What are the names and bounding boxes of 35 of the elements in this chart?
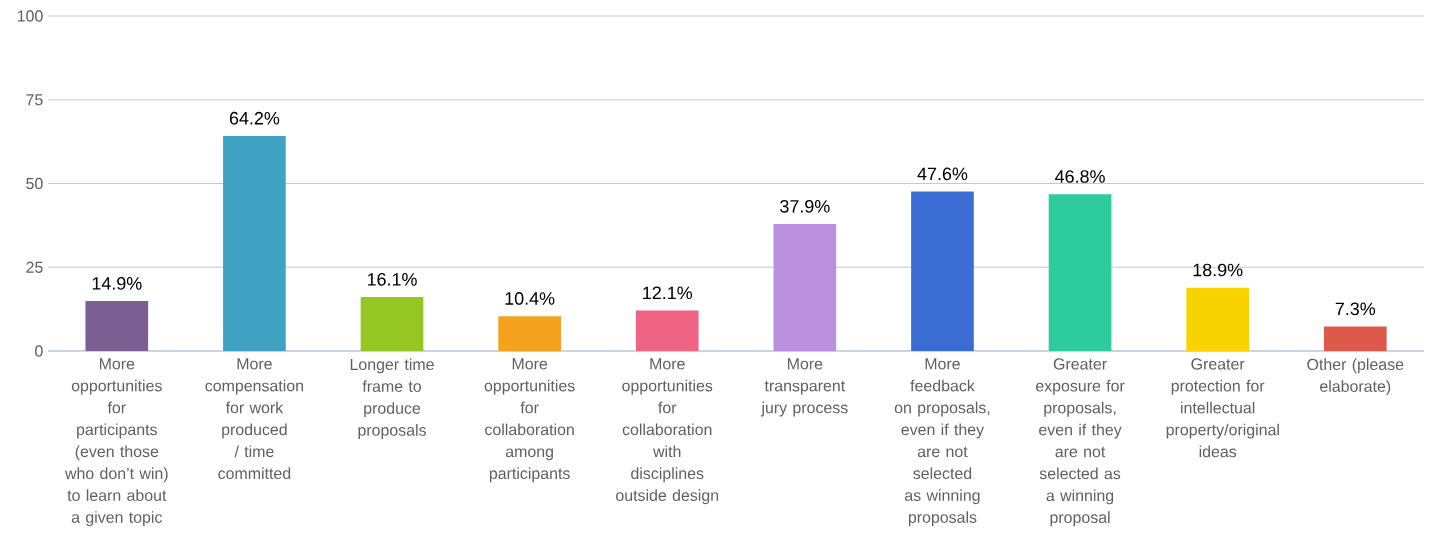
data-label: 12.1% xyxy=(643,286,693,300)
bar xyxy=(223,135,286,351)
y-tick-label: 75 xyxy=(26,94,43,106)
bar xyxy=(773,224,837,351)
y-tick-label: 100 xyxy=(17,10,43,22)
bar xyxy=(1323,326,1387,351)
y-tick-label: 25 xyxy=(26,261,43,273)
x-tick-label: Longer time frame to produce proposals xyxy=(350,358,434,439)
data-label: 14.9% xyxy=(92,277,142,290)
y-tick-label: 50 xyxy=(26,177,43,190)
bar xyxy=(498,316,561,351)
data-label: 18.9% xyxy=(1193,263,1243,277)
data-label: 46.8% xyxy=(1055,170,1105,183)
bar xyxy=(1186,287,1250,351)
x-tick-label: Greater exposure for proposals, even if they are not selected as a winning proposal xyxy=(1035,358,1125,527)
data-label: 47.6% xyxy=(917,167,968,181)
data-label: 10.4% xyxy=(505,292,555,305)
bar xyxy=(911,191,974,351)
x-tick-label: More transparent jury process xyxy=(761,358,848,417)
x-tick-label: More opportunities for collaboration with disciplines outside design xyxy=(616,358,719,505)
x-tick-label: More opportunities for collaboration among participants xyxy=(484,358,575,483)
data-label: 16.1% xyxy=(367,273,417,286)
y-tick-label: 0 xyxy=(35,345,43,357)
x-tick-label: Other (please elaborate) xyxy=(1307,358,1404,396)
bar xyxy=(635,310,699,351)
data-label: 64.2% xyxy=(229,111,280,125)
bar xyxy=(360,297,424,351)
x-tick-label: More compensation for work produced / time committed xyxy=(205,358,303,480)
x-tick-label: More feedback on proposals, even if they are not selected as winning proposals xyxy=(894,358,990,527)
x-tick-label: More opportunities for participants (even those who don’t win) to learn about a given topic xyxy=(64,358,168,527)
data-label: 37.9% xyxy=(780,199,830,213)
x-tick-label: Greater protection for intellectual property/original ideas xyxy=(1166,358,1279,458)
data-label: 7.3% xyxy=(1335,302,1376,316)
bar xyxy=(85,301,149,351)
bar xyxy=(1048,194,1112,351)
